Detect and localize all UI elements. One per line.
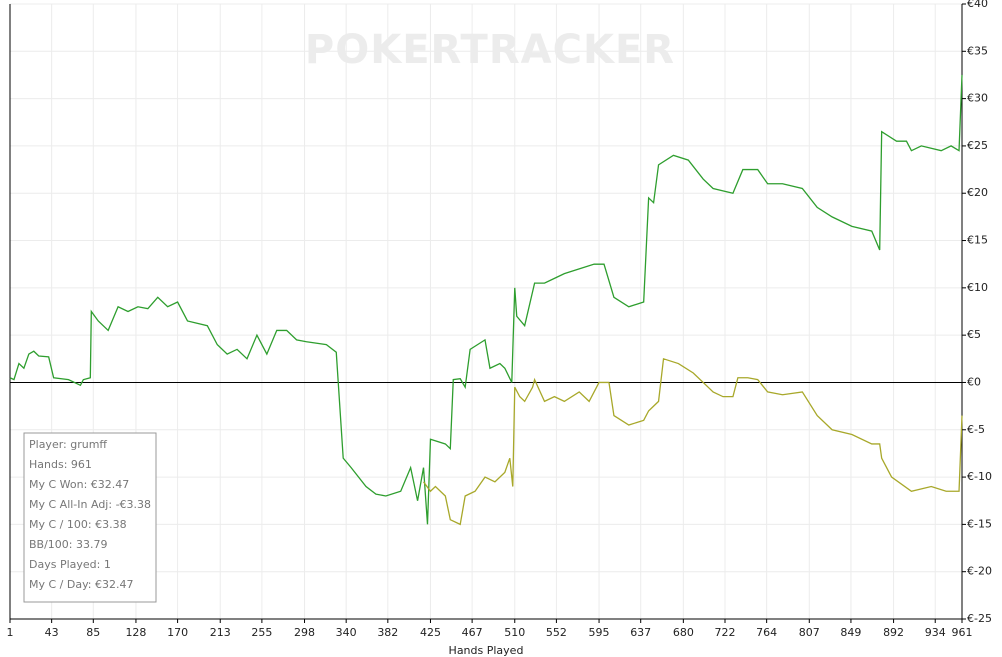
x-tick-label: 213 [210,626,231,639]
info-text: BB/100: 33.79 [29,538,108,551]
x-tick-label: 807 [799,626,820,639]
y-tick-label: €30 [967,92,988,105]
y-tick-label: €-5 [967,423,985,436]
y-tick-label: €15 [967,234,988,247]
x-tick-label: 764 [756,626,777,639]
y-tick-label: €40 [967,0,988,10]
x-tick-label: 934 [925,626,946,639]
info-text: Days Played: 1 [29,558,111,571]
x-tick-label: 722 [714,626,735,639]
y-tick-label: €-10 [967,470,992,483]
x-tick-label: 425 [420,626,441,639]
info-text: Player: grumff [29,438,107,451]
series-line [9,74,963,525]
info-text: My C / 100: €3.38 [29,518,127,531]
x-tick-label: 552 [546,626,567,639]
info-text: Hands: 961 [29,458,92,471]
x-tick-label: 128 [125,626,146,639]
info-text: My C Won: €32.47 [29,478,129,491]
watermark: POKERTRACKER [305,27,675,73]
y-tick-label: €0 [967,375,981,388]
x-tick-label: 467 [462,626,483,639]
y-tick-label: €10 [967,281,988,294]
info-box [23,432,157,603]
y-tick-label: €20 [967,186,988,199]
x-tick-label: 170 [167,626,188,639]
x-tick-label: 1 [7,626,14,639]
x-tick-label: 680 [673,626,694,639]
info-text: My C / Day: €32.47 [29,578,134,591]
y-tick-label: €25 [967,139,988,152]
y-tick-label: €-20 [967,565,992,578]
x-tick-label: 85 [86,626,100,639]
y-tick-label: €35 [967,44,988,57]
series-line [423,357,963,526]
y-tick-label: €-15 [967,517,992,530]
y-tick-label: €-25 [967,612,992,625]
x-tick-label: 382 [377,626,398,639]
x-tick-label: 340 [336,626,357,639]
x-tick-label: 961 [952,626,973,639]
x-tick-label: 255 [251,626,272,639]
x-tick-label: 298 [294,626,315,639]
x-tick-label: 510 [504,626,525,639]
x-tick-label: 849 [840,626,861,639]
x-axis-label: Hands Played [449,644,524,657]
x-tick-label: 595 [589,626,610,639]
x-tick-label: 637 [630,626,651,639]
x-tick-label: 43 [45,626,59,639]
y-tick-label: €5 [967,328,981,341]
info-text: My C All-In Adj: -€3.38 [29,498,151,511]
x-tick-label: 892 [883,626,904,639]
